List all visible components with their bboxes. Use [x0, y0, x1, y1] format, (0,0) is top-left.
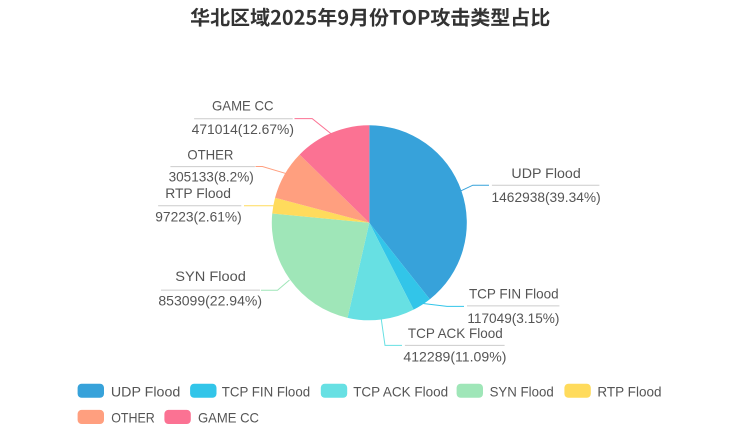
svg-text:TCP FIN Flood: TCP FIN Flood	[469, 286, 559, 302]
svg-text:SYN Flood: SYN Flood	[175, 268, 246, 284]
svg-text:UDP Flood: UDP Flood	[511, 165, 580, 181]
svg-text:853099(22.94%): 853099(22.94%)	[158, 293, 262, 309]
svg-text:1462938(39.34%): 1462938(39.34%)	[492, 189, 601, 205]
svg-text:SYN Flood: SYN Flood	[490, 384, 554, 400]
svg-text:TCP ACK Flood: TCP ACK Flood	[408, 325, 503, 341]
svg-text:GAME CC: GAME CC	[212, 97, 274, 113]
svg-text:117049(3.15%): 117049(3.15%)	[467, 310, 559, 326]
svg-text:TCP FIN Flood: TCP FIN Flood	[222, 384, 310, 400]
svg-text:97223(2.61%): 97223(2.61%)	[155, 208, 242, 224]
svg-text:TCP ACK Flood: TCP ACK Flood	[353, 384, 448, 400]
svg-text:412289(11.09%): 412289(11.09%)	[403, 349, 506, 365]
svg-text:471014(12.67%): 471014(12.67%)	[192, 121, 294, 137]
svg-text:RTP Flood: RTP Flood	[165, 185, 231, 201]
svg-text:305133(8.2%): 305133(8.2%)	[169, 169, 254, 185]
svg-text:OTHER: OTHER	[187, 147, 233, 163]
svg-text:GAME CC: GAME CC	[198, 410, 259, 426]
svg-text:OTHER: OTHER	[111, 410, 155, 426]
svg-text:UDP Flood: UDP Flood	[111, 384, 180, 400]
svg-text:RTP Flood: RTP Flood	[597, 384, 661, 400]
